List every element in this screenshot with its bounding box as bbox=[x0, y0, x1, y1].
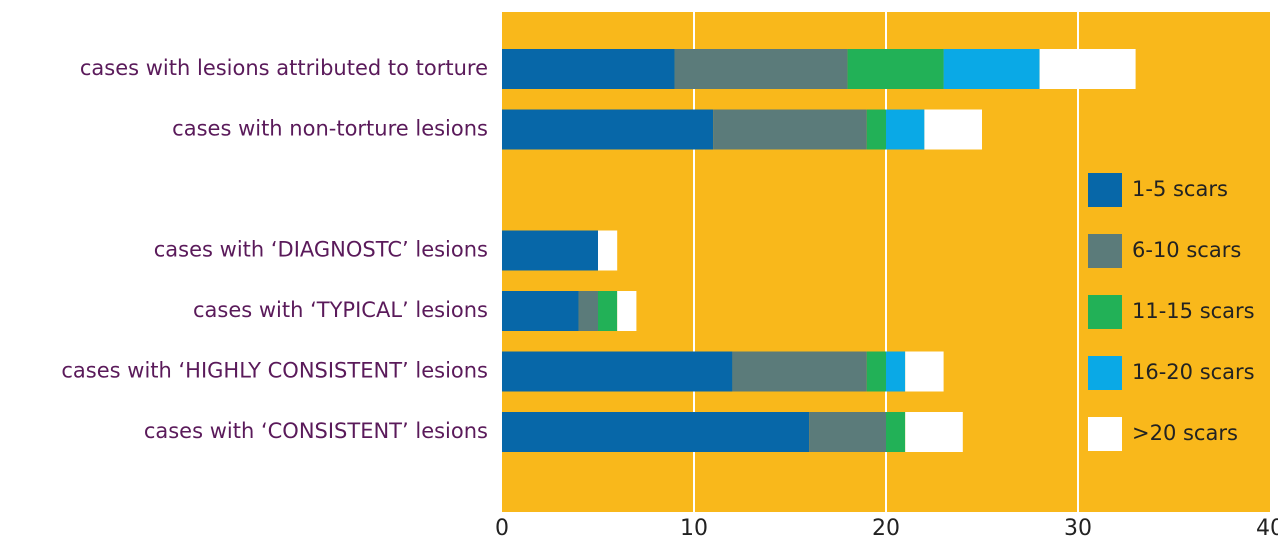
bar-segment bbox=[886, 109, 925, 150]
legend-label: >20 scars bbox=[1132, 421, 1238, 445]
legend-label: 6-10 scars bbox=[1132, 238, 1241, 262]
category-label: cases with ‘DIAGNOSTC’ lesions bbox=[154, 238, 488, 262]
bar-segment bbox=[905, 351, 944, 392]
bar-segment bbox=[809, 412, 886, 452]
bar-segment bbox=[598, 230, 618, 271]
category-label: cases with lesions attributed to torture bbox=[80, 56, 488, 80]
legend-label: 1-5 scars bbox=[1132, 177, 1228, 201]
bar-segment bbox=[886, 412, 906, 452]
bar-segment bbox=[943, 49, 1040, 89]
legend-swatch bbox=[1088, 173, 1122, 207]
x-tick-label: 0 bbox=[495, 516, 509, 541]
bar-segment bbox=[886, 351, 906, 392]
legend-label: 11-15 scars bbox=[1132, 299, 1255, 323]
legend-swatch bbox=[1088, 417, 1122, 451]
category-label: cases with non-torture lesions bbox=[172, 117, 488, 141]
bar-segment bbox=[905, 412, 963, 452]
x-tick-label: 30 bbox=[1064, 516, 1092, 541]
bar-segment bbox=[502, 291, 579, 331]
category-label: cases with ‘CONSISTENT’ lesions bbox=[144, 419, 488, 443]
legend-swatch bbox=[1088, 356, 1122, 390]
category-label: cases with ‘TYPICAL’ lesions bbox=[193, 298, 488, 322]
bar-segment bbox=[617, 291, 637, 331]
legend-swatch bbox=[1088, 295, 1122, 329]
bar-segment bbox=[598, 291, 618, 331]
bar-segment bbox=[674, 49, 848, 89]
bar-segment bbox=[502, 230, 598, 271]
bar-segment bbox=[502, 109, 714, 150]
bar-segment bbox=[578, 291, 598, 331]
bar-segment bbox=[1039, 49, 1136, 89]
bar-segment bbox=[924, 109, 982, 150]
legend-swatch bbox=[1088, 234, 1122, 268]
bar-segment bbox=[732, 351, 867, 392]
legend-label: 16-20 scars bbox=[1132, 360, 1255, 384]
bar-segment bbox=[866, 109, 886, 150]
x-tick-label: 20 bbox=[872, 516, 900, 541]
x-tick-label: 40 bbox=[1256, 516, 1278, 541]
bar-segment bbox=[847, 49, 944, 89]
bar-segment bbox=[502, 412, 810, 452]
bar-segment bbox=[713, 109, 867, 150]
x-tick-label: 10 bbox=[680, 516, 708, 541]
category-label: cases with ‘HIGHLY CONSISTENT’ lesions bbox=[61, 359, 488, 383]
bar-segment bbox=[866, 351, 886, 392]
bar-segment bbox=[502, 351, 733, 392]
bar-segment bbox=[502, 49, 675, 89]
